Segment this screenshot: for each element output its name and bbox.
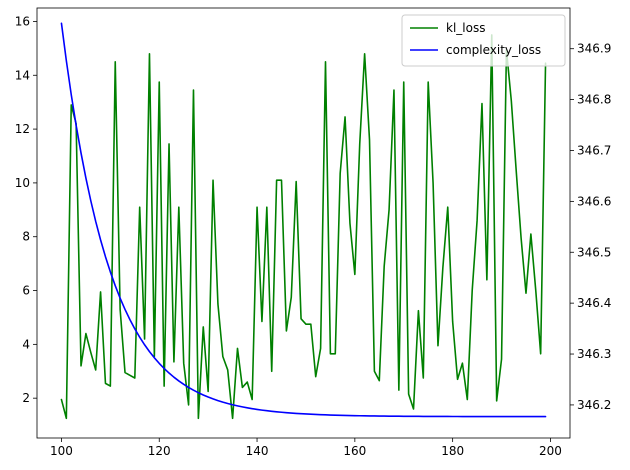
y-tick-label: 16 [15, 14, 30, 28]
x-tick-label: 140 [246, 444, 269, 458]
series-layer [60, 22, 547, 420]
y2-tick-label: 346.5 [577, 245, 611, 259]
y2-tick-label: 346.6 [577, 194, 611, 208]
y-tick-label: 8 [22, 230, 30, 244]
series-line-kl-loss [60, 34, 547, 420]
y2-tick-label: 346.7 [577, 143, 611, 157]
y-tick-label: 12 [15, 122, 30, 136]
y-tick-label: 10 [15, 176, 30, 190]
plot-frame [36, 7, 571, 439]
x-tick-label: 120 [148, 444, 171, 458]
x-tick-label: 160 [343, 444, 366, 458]
x-axis: 100 120 140 160 180 200 [50, 438, 562, 458]
x-tick-label: 200 [539, 444, 562, 458]
y2-tick-label: 346.4 [577, 296, 611, 310]
y-tick-label: 4 [22, 337, 30, 351]
y-axis-left: 2 4 6 8 10 12 14 16 [15, 14, 37, 405]
y2-tick-label: 346.8 [577, 93, 611, 107]
plot-area [37, 8, 570, 438]
legend: kl_loss complexity_loss [401, 14, 566, 67]
y-axis-right: 346.2 346.3 346.4 346.5 346.6 346.7 346.8 346.9 [570, 42, 611, 412]
x-tick-label: 100 [50, 444, 73, 458]
y2-tick-label: 346.9 [577, 42, 611, 56]
y-tick-label: 2 [22, 391, 30, 405]
y2-tick-label: 346.3 [577, 347, 611, 361]
y-tick-label: 6 [22, 284, 30, 298]
y2-tick-label: 346.2 [577, 398, 611, 412]
legend-box [401, 14, 566, 67]
series-line-complexity-loss [60, 22, 547, 418]
legend-label-kl-loss: kl_loss [446, 21, 485, 35]
legend-label-complexity-loss: complexity_loss [446, 43, 541, 57]
y-tick-label: 14 [15, 68, 30, 82]
x-tick-label: 180 [441, 444, 464, 458]
